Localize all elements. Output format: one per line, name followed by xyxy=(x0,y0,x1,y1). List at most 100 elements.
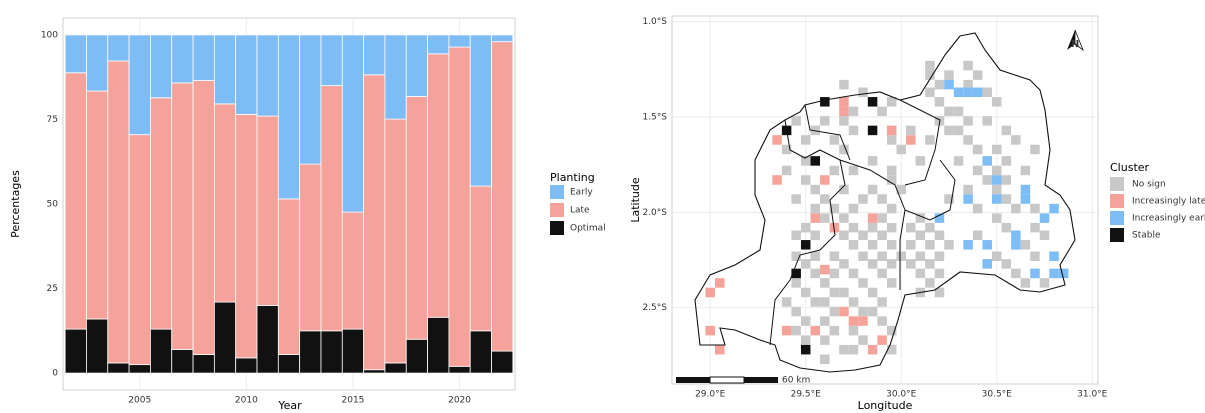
map-cell xyxy=(1030,203,1040,214)
y-tick-label: 25 xyxy=(47,284,58,294)
bar-segment xyxy=(320,34,343,87)
map-cell xyxy=(886,165,897,176)
map-cell xyxy=(781,165,792,176)
map-cell xyxy=(896,144,906,155)
map-cell xyxy=(963,79,973,90)
map-cell xyxy=(972,230,983,241)
map-cell xyxy=(1020,184,1031,195)
map-cell xyxy=(858,335,868,345)
map-cell xyxy=(791,116,801,126)
map-cell xyxy=(867,259,878,269)
map-cell xyxy=(810,251,821,261)
bar-segment xyxy=(128,134,151,366)
map-cell xyxy=(867,240,878,250)
bar-segment xyxy=(491,41,514,352)
map-cell xyxy=(867,213,878,223)
map-cell xyxy=(800,156,811,166)
map-cell xyxy=(848,203,859,214)
map-cell xyxy=(848,106,859,117)
map-cell xyxy=(992,97,1002,107)
map-cell xyxy=(848,344,859,355)
bar-segment xyxy=(107,34,130,62)
map-cell xyxy=(810,297,821,307)
map-cell xyxy=(800,222,811,233)
map-cell xyxy=(848,325,859,336)
bar-segment xyxy=(299,163,322,332)
bar-segment xyxy=(128,364,151,374)
map-cell xyxy=(839,287,849,298)
map-cell xyxy=(800,259,811,269)
map-cell xyxy=(877,230,887,241)
map-cell xyxy=(839,144,849,155)
legend-label: Stable xyxy=(1132,231,1161,241)
map-cell xyxy=(1058,268,1069,279)
map-cell xyxy=(934,230,945,241)
map-cell xyxy=(839,106,849,117)
bar-segment xyxy=(491,34,514,43)
map-cell xyxy=(944,240,954,250)
map-cell xyxy=(1020,194,1031,204)
map-cell xyxy=(877,335,887,345)
scale-bar xyxy=(676,377,710,383)
map-cell xyxy=(810,213,821,223)
bar-segment xyxy=(235,34,258,115)
map-cell xyxy=(915,251,926,261)
map-cell xyxy=(982,175,992,185)
y-axis-title: Percentages xyxy=(9,170,22,238)
map-cell xyxy=(1001,259,1012,269)
district-border xyxy=(769,99,956,346)
bar-segment xyxy=(320,85,343,332)
map-cell xyxy=(886,125,897,136)
map-cell xyxy=(800,335,811,345)
legend-label: Late xyxy=(570,206,590,216)
map-cell xyxy=(934,79,945,90)
map-cell xyxy=(829,325,840,336)
map-cell xyxy=(839,230,849,241)
map-cell xyxy=(810,230,821,241)
map-cell xyxy=(906,259,916,269)
map-cell xyxy=(867,222,878,233)
x-tick-label: 29.5°E xyxy=(791,390,822,400)
bar-segment xyxy=(64,328,87,374)
map-cell xyxy=(820,264,830,275)
bar-segment xyxy=(150,328,173,374)
map-cell xyxy=(772,135,782,145)
map-cell xyxy=(705,287,715,298)
map-cell xyxy=(1030,251,1040,261)
map-cell xyxy=(944,106,954,117)
y-axis-title: Latitude xyxy=(629,177,642,223)
x-tick-label: 2015 xyxy=(342,396,365,406)
map-cell xyxy=(972,165,983,176)
map-cell xyxy=(953,106,964,117)
map-cell xyxy=(934,251,945,261)
x-tick-label: 2020 xyxy=(448,396,471,406)
map-cell xyxy=(839,306,849,317)
bar-segment xyxy=(150,97,173,330)
bar-segment xyxy=(384,362,407,374)
bar-segment xyxy=(128,34,151,136)
y-tick-label: 50 xyxy=(47,200,59,210)
x-tick-label: 30.5°E xyxy=(982,390,1013,400)
map-cell xyxy=(829,251,840,261)
map-cell xyxy=(867,156,878,166)
bar-segment xyxy=(256,305,279,374)
map-cell xyxy=(1001,125,1012,136)
bar-segment xyxy=(469,330,492,374)
map-cell xyxy=(781,144,792,155)
bar-segment xyxy=(427,316,450,374)
map-cell xyxy=(886,278,897,288)
map-cell xyxy=(867,306,878,317)
bar-segment xyxy=(107,362,130,374)
map-cell xyxy=(848,268,859,279)
legend-key xyxy=(550,185,564,199)
map-cell xyxy=(848,297,859,307)
legend-key xyxy=(1110,211,1124,225)
bar-segment xyxy=(256,34,279,117)
bar-segment xyxy=(405,338,428,374)
map-cell xyxy=(800,240,811,250)
map-cell xyxy=(925,87,935,98)
map-cell xyxy=(925,278,935,288)
map-cell xyxy=(829,306,840,317)
map-cell xyxy=(820,335,830,345)
map-cell xyxy=(886,97,897,107)
